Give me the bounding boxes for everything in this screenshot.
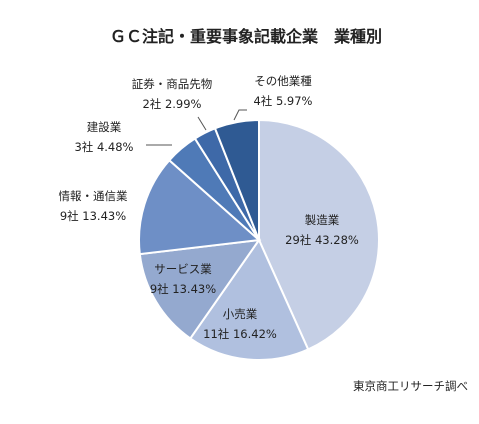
slice-value-label: 9社 13.43% bbox=[150, 282, 216, 296]
slice-value-label: 4社 5.97% bbox=[253, 94, 312, 108]
pie-slice bbox=[258, 118, 380, 351]
slice-labels: 製造業 29社 43.28% 小売業 11社 16.42% サービス業 9社 13.43%… bbox=[59, 74, 359, 341]
leader-lines bbox=[146, 109, 247, 146]
pie-slice bbox=[213, 118, 260, 241]
leader-line bbox=[233, 109, 247, 121]
pie-slices bbox=[138, 118, 380, 361]
pie-slice bbox=[138, 158, 262, 256]
slice-name-label: 製造業 bbox=[305, 213, 340, 227]
slice-value-label: 29社 43.28% bbox=[285, 233, 359, 247]
slice-value-label: 9社 13.43% bbox=[60, 209, 126, 223]
leader-line bbox=[197, 116, 207, 131]
source-note: 東京商工リサーチ調べ bbox=[353, 379, 468, 393]
slice-name-label: 証券・商品先物 bbox=[132, 77, 213, 91]
slice-name-label: 小売業 bbox=[223, 307, 258, 321]
slice-value-label: 2社 2.99% bbox=[142, 97, 201, 111]
slice-name-label: 情報・通信業 bbox=[59, 189, 128, 203]
slice-name-label: その他業種 bbox=[254, 74, 312, 88]
chart-title: ＧＣ注記・重要事象記載企業 業種別 bbox=[110, 27, 382, 46]
pie-slice bbox=[188, 237, 310, 361]
slice-value-label: 3社 4.48% bbox=[74, 140, 133, 154]
slice-name-label: 建設業 bbox=[87, 120, 122, 134]
pie-slice bbox=[138, 238, 262, 340]
slice-name-label: サービス業 bbox=[154, 262, 212, 276]
slice-value-label: 11社 16.42% bbox=[203, 327, 277, 341]
